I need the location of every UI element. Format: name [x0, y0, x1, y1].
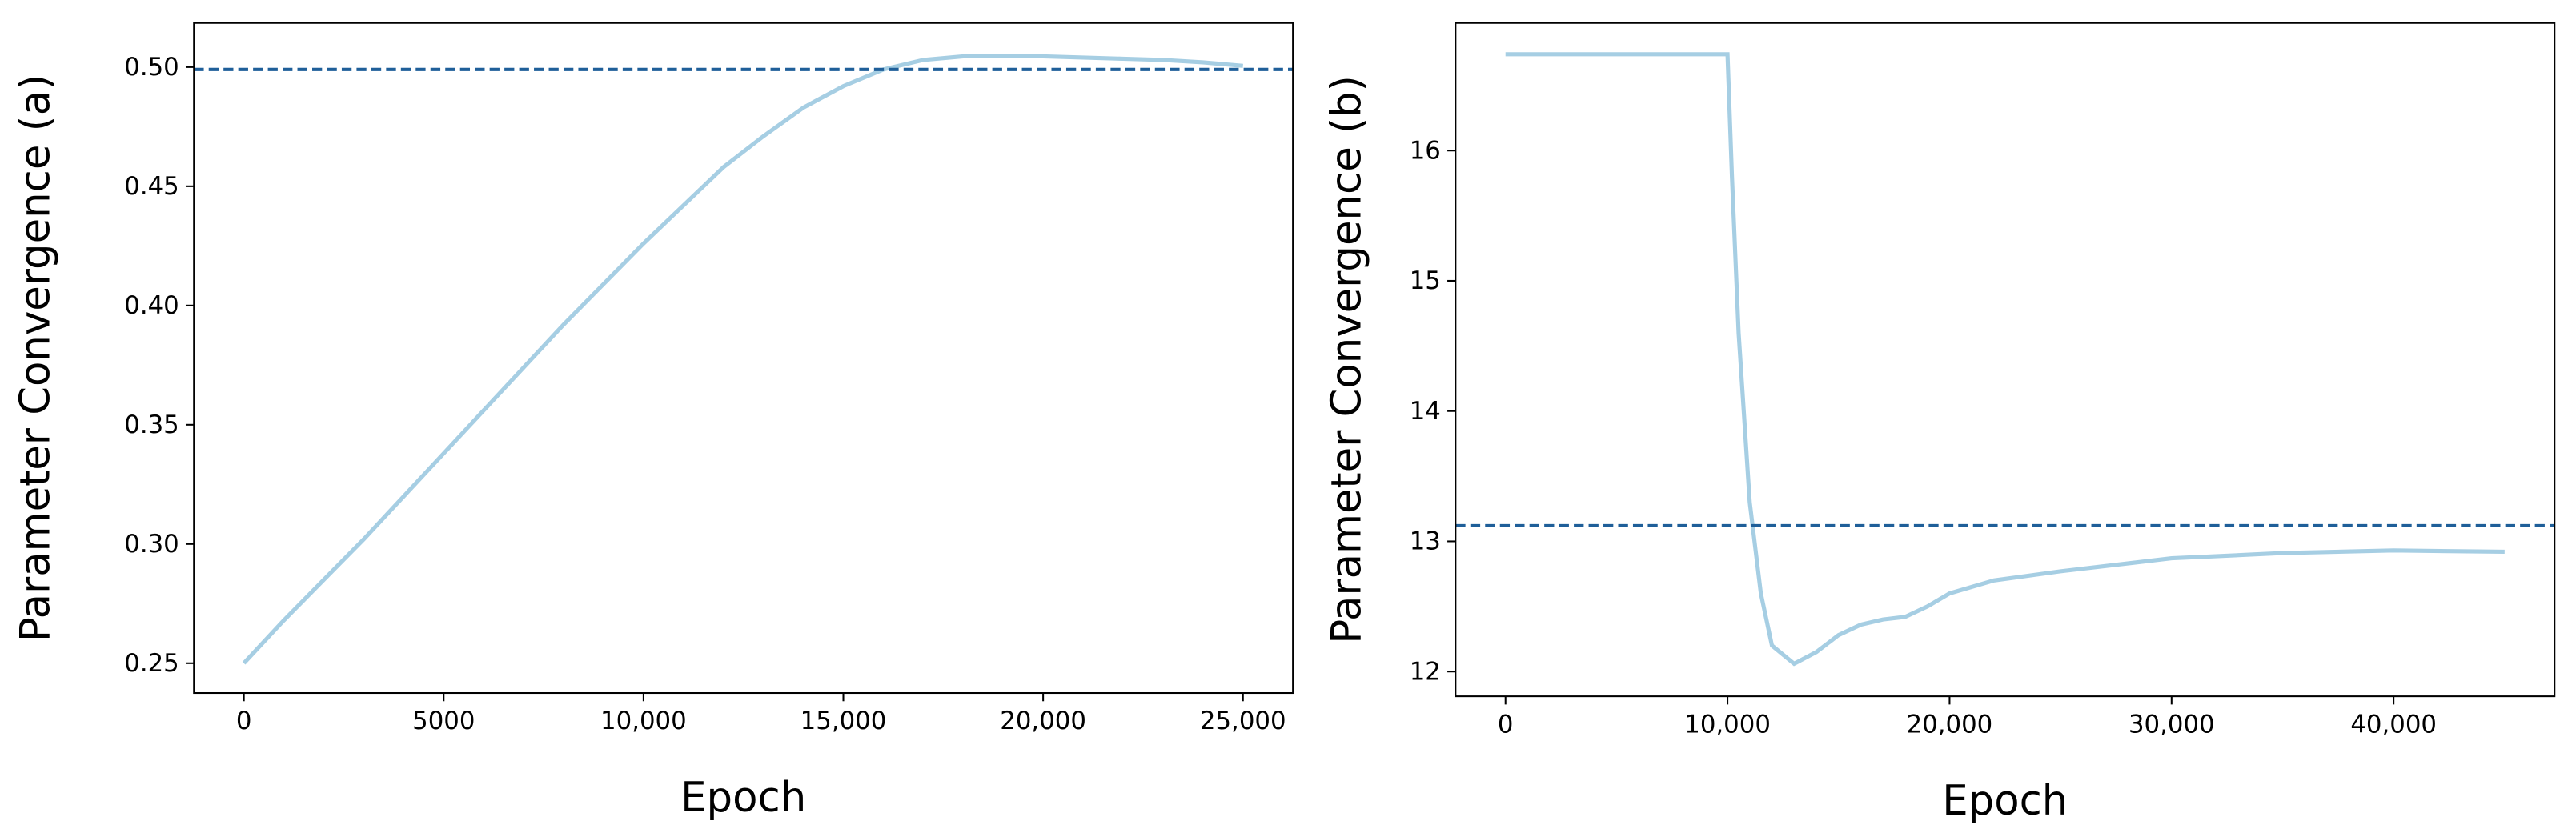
x-tick-label: 25,000 — [1200, 707, 1286, 735]
data-line — [242, 54, 1243, 665]
x-tick-label: 5000 — [412, 707, 475, 735]
x-tick-label: 10,000 — [600, 707, 687, 735]
data-line — [1505, 52, 2505, 667]
x-axis-label: Epoch — [680, 774, 806, 822]
y-tick-label: 14 — [1410, 397, 1441, 426]
y-tick-label: 0.40 — [124, 291, 179, 320]
x-tick-label: 0 — [236, 707, 252, 735]
x-tick-label: 30,000 — [2129, 710, 2215, 739]
y-tick-label: 13 — [1410, 527, 1441, 556]
y-axis-label: Parameter Convergence (a) — [12, 74, 60, 642]
y-tick-label: 0.30 — [124, 530, 179, 559]
plot-frame — [1455, 22, 2556, 698]
x-tick-label: 10,000 — [1684, 710, 1771, 739]
x-tick-label: 15,000 — [800, 707, 887, 735]
x-axis-label: Epoch — [1942, 777, 2068, 825]
y-tick-label: 15 — [1410, 266, 1441, 295]
x-tick-label: 20,000 — [1000, 707, 1086, 735]
y-tick-label: 0.25 — [124, 649, 179, 678]
y-tick-label: 12 — [1410, 657, 1441, 686]
plot-frame — [193, 22, 1294, 695]
y-axis-label: Parameter Convergence (b) — [1322, 75, 1370, 643]
x-tick-label: 0 — [1498, 710, 1514, 739]
y-tick-label: 16 — [1410, 136, 1441, 165]
y-tick-label: 0.50 — [124, 53, 179, 82]
y-tick-label: 0.45 — [124, 172, 179, 201]
x-tick-label: 40,000 — [2350, 710, 2437, 739]
x-tick-label: 20,000 — [1907, 710, 1993, 739]
y-tick-label: 0.35 — [124, 410, 179, 439]
